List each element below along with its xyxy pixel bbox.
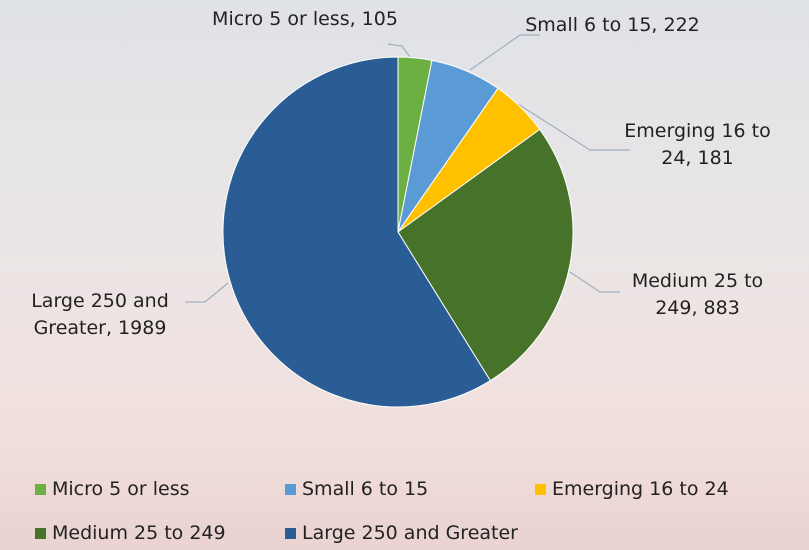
leader-lines — [185, 34, 630, 303]
data-label: Small 6 to 15, 222 — [525, 14, 700, 36]
legend-item: Small 6 to 15 — [285, 478, 428, 500]
data-label: Large 250 and Greater, 1989 — [31, 290, 169, 339]
legend-swatch — [35, 527, 46, 539]
legend-label: Emerging 16 to 24 — [552, 478, 729, 500]
legend-item: Emerging 16 to 24 — [535, 478, 729, 500]
legend-label: Micro 5 or less — [52, 478, 190, 500]
legend-label: Medium 25 to 249 — [52, 522, 226, 544]
leader-line — [517, 103, 630, 151]
legend-label: Small 6 to 15 — [302, 478, 429, 500]
pie-slice — [397, 128, 574, 382]
data-label: Emerging 16 to 24, 181 — [624, 120, 771, 169]
legend-swatch — [35, 483, 46, 495]
legend-item: Large 250 and Greater — [285, 522, 518, 544]
legend-swatch — [285, 527, 296, 539]
data-label: Micro 5 or less, 105 — [212, 8, 398, 30]
legend-item: Micro 5 or less — [35, 478, 190, 500]
leader-line — [185, 282, 229, 303]
data-label: Medium 25 to 249, 883 — [631, 270, 764, 319]
legend-item: Medium 25 to 249 — [35, 522, 226, 544]
leader-line — [569, 271, 620, 293]
legend-label: Large 250 and Greater — [302, 522, 518, 544]
legend-swatch — [285, 483, 296, 495]
pie-slice — [222, 56, 492, 408]
legend-swatch — [535, 483, 546, 495]
leader-line — [469, 34, 540, 71]
leader-line — [387, 43, 411, 58]
